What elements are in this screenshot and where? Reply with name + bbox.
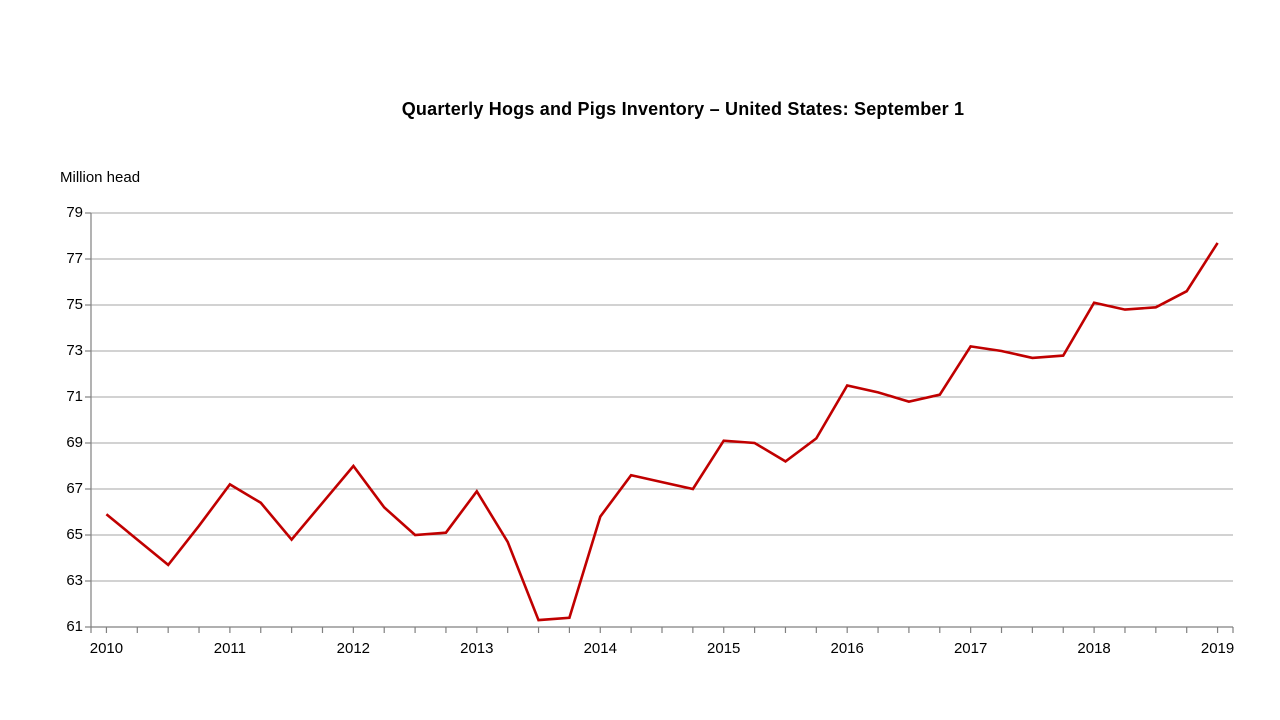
y-tick-label: 71 [66, 388, 83, 405]
y-tick-label: 79 [66, 204, 83, 221]
y-tick-label: 77 [66, 250, 83, 267]
x-tick-label: 2017 [953, 640, 988, 657]
y-tick-label: 67 [66, 480, 83, 497]
y-tick-label: 65 [66, 526, 83, 543]
x-tick-label: 2011 [213, 640, 247, 657]
y-tick-label: 75 [66, 296, 83, 313]
x-tick-label: 2012 [336, 640, 371, 657]
x-tick-label: 2010 [89, 640, 124, 657]
y-tick-label: 63 [66, 572, 83, 589]
y-axis-unit-label: Million head [60, 169, 141, 186]
y-tick-label: 69 [66, 434, 83, 451]
x-tick-label: 2013 [460, 640, 494, 657]
chart-title: Quarterly Hogs and Pigs Inventory – Unit… [401, 99, 965, 119]
x-tick-label: 2019 [1200, 640, 1235, 657]
y-tick-label: 61 [66, 618, 83, 635]
inventory-line-series [105, 242, 1219, 622]
x-tick-label: 2014 [583, 640, 617, 657]
y-tick-label: 73 [66, 342, 83, 359]
x-tick-label: 2018 [1077, 640, 1111, 657]
x-tick-label: 2016 [830, 640, 864, 657]
x-tick-label: 2015 [707, 640, 741, 657]
